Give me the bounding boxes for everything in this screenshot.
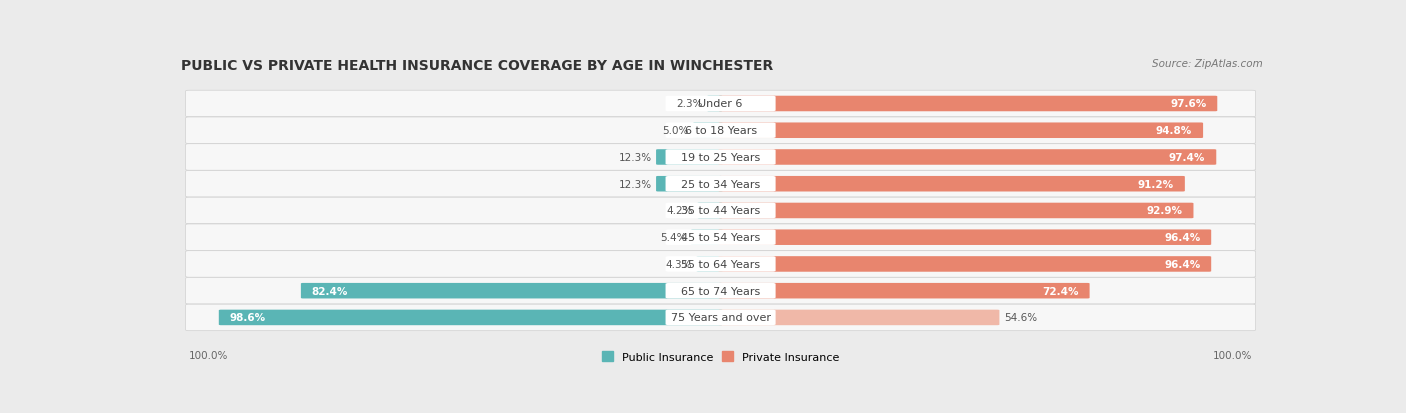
Text: 54.6%: 54.6% [1004, 313, 1036, 323]
Text: 100.0%: 100.0% [1213, 350, 1253, 360]
FancyBboxPatch shape [718, 230, 1211, 245]
FancyBboxPatch shape [186, 145, 1256, 171]
Text: 96.4%: 96.4% [1164, 233, 1201, 242]
FancyBboxPatch shape [665, 256, 776, 272]
FancyBboxPatch shape [718, 203, 1194, 219]
FancyBboxPatch shape [693, 123, 723, 139]
Text: 97.6%: 97.6% [1170, 99, 1206, 109]
FancyBboxPatch shape [718, 283, 1090, 299]
FancyBboxPatch shape [665, 150, 776, 165]
FancyBboxPatch shape [186, 224, 1256, 251]
Text: 82.4%: 82.4% [312, 286, 349, 296]
FancyBboxPatch shape [665, 176, 776, 192]
FancyBboxPatch shape [186, 118, 1256, 144]
FancyBboxPatch shape [718, 310, 1000, 325]
Text: 12.3%: 12.3% [619, 153, 652, 163]
FancyBboxPatch shape [665, 203, 776, 218]
Text: 2.3%: 2.3% [676, 99, 703, 109]
Text: 45 to 54 Years: 45 to 54 Years [681, 233, 761, 242]
FancyBboxPatch shape [186, 171, 1256, 197]
FancyBboxPatch shape [718, 176, 1185, 192]
FancyBboxPatch shape [657, 176, 723, 192]
Text: 25 to 34 Years: 25 to 34 Years [681, 179, 761, 189]
Legend: Public Insurance, Private Insurance: Public Insurance, Private Insurance [602, 351, 839, 362]
FancyBboxPatch shape [186, 198, 1256, 224]
FancyBboxPatch shape [718, 97, 1218, 112]
FancyBboxPatch shape [696, 256, 723, 272]
FancyBboxPatch shape [665, 230, 776, 245]
FancyBboxPatch shape [186, 304, 1256, 331]
Text: Source: ZipAtlas.com: Source: ZipAtlas.com [1153, 59, 1263, 69]
FancyBboxPatch shape [665, 97, 776, 112]
FancyBboxPatch shape [657, 150, 723, 165]
Text: 96.4%: 96.4% [1164, 259, 1201, 269]
FancyBboxPatch shape [690, 230, 723, 245]
Text: 12.3%: 12.3% [619, 179, 652, 189]
FancyBboxPatch shape [665, 310, 776, 325]
Text: 4.3%: 4.3% [666, 259, 692, 269]
Text: PUBLIC VS PRIVATE HEALTH INSURANCE COVERAGE BY AGE IN WINCHESTER: PUBLIC VS PRIVATE HEALTH INSURANCE COVER… [181, 59, 773, 73]
Text: 75 Years and over: 75 Years and over [671, 313, 770, 323]
FancyBboxPatch shape [707, 97, 723, 112]
FancyBboxPatch shape [665, 283, 776, 299]
FancyBboxPatch shape [219, 310, 723, 325]
Text: 91.2%: 91.2% [1137, 179, 1174, 189]
Text: 100.0%: 100.0% [188, 350, 228, 360]
Text: 35 to 44 Years: 35 to 44 Years [681, 206, 761, 216]
Text: Under 6: Under 6 [699, 99, 742, 109]
FancyBboxPatch shape [718, 123, 1204, 139]
FancyBboxPatch shape [186, 251, 1256, 278]
Text: 6 to 18 Years: 6 to 18 Years [685, 126, 756, 136]
Text: 19 to 25 Years: 19 to 25 Years [681, 153, 761, 163]
Text: 72.4%: 72.4% [1042, 286, 1078, 296]
Text: 55 to 64 Years: 55 to 64 Years [681, 259, 761, 269]
Text: 92.9%: 92.9% [1146, 206, 1182, 216]
Text: 65 to 74 Years: 65 to 74 Years [681, 286, 761, 296]
FancyBboxPatch shape [718, 256, 1211, 272]
FancyBboxPatch shape [186, 91, 1256, 117]
FancyBboxPatch shape [718, 150, 1216, 165]
FancyBboxPatch shape [301, 283, 723, 299]
Text: 5.0%: 5.0% [662, 126, 689, 136]
FancyBboxPatch shape [665, 123, 776, 139]
Text: 94.8%: 94.8% [1156, 126, 1192, 136]
Text: 4.2%: 4.2% [666, 206, 693, 216]
Text: 98.6%: 98.6% [229, 313, 266, 323]
Text: 5.4%: 5.4% [661, 233, 686, 242]
Text: 97.4%: 97.4% [1168, 153, 1205, 163]
FancyBboxPatch shape [697, 203, 723, 219]
FancyBboxPatch shape [186, 278, 1256, 304]
